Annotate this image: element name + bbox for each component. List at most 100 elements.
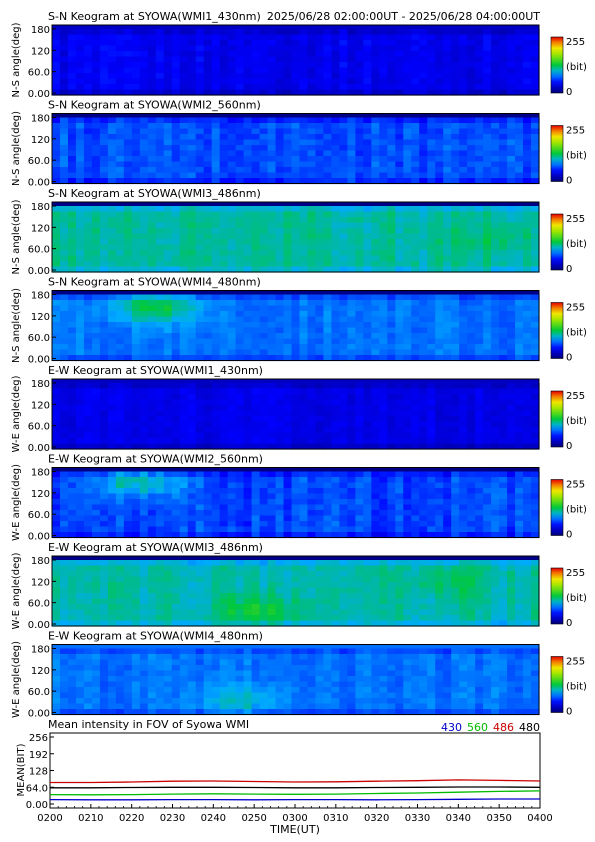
colorbar-max-label: 255 <box>566 568 585 579</box>
mean-x-axis: 0200 0210 0220 0230 0240 0250 0300 0310 0320 0330… <box>37 804 553 824</box>
colorbar-min-label: 0 <box>566 87 572 98</box>
colorbar-unit-label: (bit) <box>566 416 587 427</box>
series-line-560 <box>49 790 541 796</box>
keogram-y-tick-label: 180 <box>31 25 50 36</box>
mean-x-tick-label: 0300 <box>282 813 307 824</box>
keogram-image <box>52 556 540 627</box>
keogram-y-tick-label: 120 <box>31 666 50 677</box>
keogram-y-tick-label: 60.0 <box>28 687 50 698</box>
keogram-image <box>52 202 540 273</box>
keogram-y-axis: 180 120 60.0 0.00 <box>28 114 56 189</box>
legend-entry-486: 486 <box>493 721 514 734</box>
keogram-title: E-W Keogram at SYOWA(WMI3_486nm) <box>48 541 263 554</box>
colorbar-max-label: 255 <box>566 126 585 137</box>
keogram-y-tick-label: 60.0 <box>28 599 50 610</box>
mean-y-tick-label: 128 <box>29 767 48 778</box>
keogram-y-tick-label: 180 <box>31 645 50 656</box>
keogram-y-tick-label: 60.0 <box>28 422 50 433</box>
keogram-y-axis: 180 120 60.0 0.00 <box>28 291 56 366</box>
keogram-image <box>52 644 540 716</box>
keogram-y-tick-label: 60.0 <box>28 245 50 256</box>
keogram-y-tick-label: 120 <box>31 46 50 57</box>
mean-x-tick-label: 0230 <box>160 813 185 824</box>
keogram-y-tick-label: 120 <box>31 312 50 323</box>
colorbar-min-label: 0 <box>566 176 572 187</box>
keogram-ylabel: N-S angle(deg) <box>11 288 22 363</box>
keogram-panels: S-N Keogram at SYOWA(WMI1_430nm) 180 120 60… <box>11 10 587 720</box>
mean-x-tick-label: 0330 <box>405 813 430 824</box>
keogram-colorbar: 255 (bit) 0 <box>550 36 587 98</box>
keogram-colorbar: 255 (bit) 0 <box>550 479 587 541</box>
keogram-y-tick-label: 120 <box>31 135 50 146</box>
colorbar-max-label: 255 <box>566 214 585 225</box>
chart-legend: 480 486 560 430 <box>441 721 540 734</box>
keogram-y-tick-label: 180 <box>31 114 50 125</box>
keogram-y-tick-label: 0.00 <box>28 443 50 454</box>
keogram-colorbar: 255 (bit) 0 <box>550 567 587 629</box>
mean-y-tick-label: 64.0 <box>26 783 48 794</box>
keogram-title: E-W Keogram at SYOWA(WMI2_560nm) <box>48 453 263 466</box>
keogram-y-tick-label: 60.0 <box>28 333 50 344</box>
keogram-ylabel: W-E angle(deg) <box>11 464 22 541</box>
keogram-panel: E-W Keogram at SYOWA(WMI3_486nm) 180 120 60… <box>11 541 587 631</box>
mean-panel-title: Mean intensity in FOV of Syowa WMI <box>48 718 249 731</box>
colorbar-unit-label: (bit) <box>566 151 587 162</box>
colorbar-min-label: 0 <box>566 618 572 629</box>
colorbar-max-label: 255 <box>566 37 585 48</box>
keogram-y-tick-label: 120 <box>31 400 50 411</box>
legend-entry-480: 480 <box>519 721 540 734</box>
colorbar-max-label: 255 <box>566 657 585 668</box>
colorbar-min-label: 0 <box>566 441 572 452</box>
keogram-panel: S-N Keogram at SYOWA(WMI1_430nm) 180 120 60… <box>11 10 587 100</box>
keogram-image <box>52 25 540 96</box>
keogram-y-tick-label: 0.00 <box>28 620 50 631</box>
keogram-image <box>52 467 540 539</box>
keogram-y-tick-label: 0.00 <box>28 266 50 277</box>
colorbar-unit-label: (bit) <box>566 505 587 516</box>
keogram-y-axis: 180 120 60.0 0.00 <box>28 202 56 277</box>
keogram-y-tick-label: 120 <box>31 489 50 500</box>
keogram-title: E-W Keogram at SYOWA(WMI1_430nm) <box>48 364 263 377</box>
mean-series-lines <box>49 779 541 801</box>
keogram-y-tick-label: 0.00 <box>28 178 50 189</box>
colorbar-unit-label: (bit) <box>566 593 587 604</box>
legend-entry-560: 560 <box>467 721 488 734</box>
mean-x-tick-label: 0400 <box>527 813 552 824</box>
mean-xlabel: TIME(UT) <box>269 823 320 836</box>
colorbar-min-label: 0 <box>566 264 572 275</box>
keogram-title: E-W Keogram at SYOWA(WMI4_480nm) <box>48 630 263 643</box>
mean-intensity-panel: Mean intensity in FOV of Syowa WMI 480 48… <box>16 718 553 836</box>
keogram-y-tick-label: 0.00 <box>28 709 50 720</box>
series-line-480 <box>50 786 541 789</box>
keogram-image <box>52 290 540 362</box>
keogram-y-tick-label: 120 <box>31 223 50 234</box>
keogram-y-tick-label: 180 <box>31 202 50 213</box>
series-line-486 <box>50 779 541 784</box>
keogram-y-axis: 180 120 60.0 0.00 <box>28 468 56 543</box>
keogram-y-tick-label: 120 <box>31 577 50 588</box>
keogram-ylabel: W-E angle(deg) <box>11 641 22 718</box>
keogram-colorbar: 255 (bit) 0 <box>550 302 587 364</box>
keogram-y-axis: 180 120 60.0 0.00 <box>28 379 56 454</box>
keogram-y-tick-label: 0.00 <box>28 89 50 100</box>
keogram-image <box>52 113 540 185</box>
keogram-colorbar: 255 (bit) 0 <box>550 125 587 187</box>
keogram-y-axis: 180 120 60.0 0.00 <box>28 25 56 100</box>
keogram-ylabel: W-E angle(deg) <box>11 375 22 452</box>
keogram-ylabel: W-E angle(deg) <box>11 552 22 629</box>
keogram-panel: E-W Keogram at SYOWA(WMI1_430nm) 180 120 60… <box>11 364 587 454</box>
keogram-title: S-N Keogram at SYOWA(WMI1_430nm) <box>48 10 261 23</box>
mean-x-tick-label: 0200 <box>37 813 62 824</box>
colorbar-unit-label: (bit) <box>566 682 587 693</box>
keogram-y-axis: 180 120 60.0 0.00 <box>28 645 56 720</box>
keogram-ylabel: N-S angle(deg) <box>11 111 22 186</box>
keogram-y-tick-label: 180 <box>31 291 50 302</box>
mean-y-tick-label: 0.00 <box>26 800 48 811</box>
keogram-y-axis: 180 120 60.0 0.00 <box>28 556 56 631</box>
series-line-430 <box>49 798 540 801</box>
colorbar-min-label: 0 <box>566 353 572 364</box>
keogram-colorbar: 255 (bit) 0 <box>550 213 587 275</box>
colorbar-min-label: 0 <box>566 530 572 541</box>
keogram-y-tick-label: 0.00 <box>28 355 50 366</box>
keogram-ylabel: N-S angle(deg) <box>11 22 22 97</box>
